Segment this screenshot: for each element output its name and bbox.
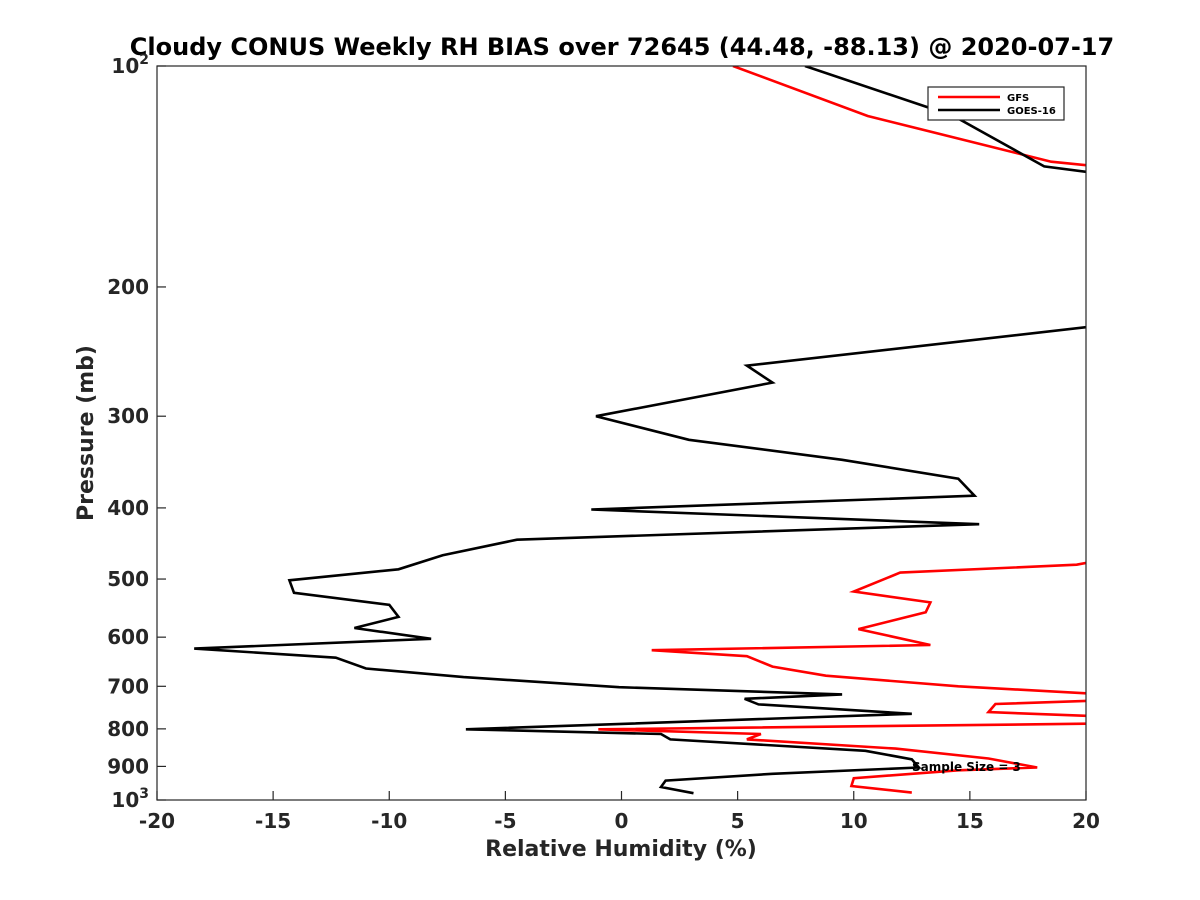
legend-label-goes16: GOES-16: [1007, 106, 1056, 117]
y-tick-label: 400: [107, 496, 149, 520]
x-tick-label: -20: [139, 809, 175, 833]
y-tick-label: 102: [111, 52, 149, 78]
x-axis-label: Relative Humidity (%): [485, 837, 757, 862]
x-tick-label: -15: [255, 809, 291, 833]
legend-label-gfs: GFS: [1007, 93, 1029, 104]
y-tick-label: 500: [107, 567, 149, 591]
chart-title: Cloudy CONUS Weekly RH BIAS over 72645 (…: [130, 33, 1114, 61]
series-line-goes-16: [194, 66, 1086, 795]
series-group: [194, 66, 1086, 795]
y-axis-label: Pressure (mb): [74, 345, 99, 521]
axes-box: [156, 65, 1087, 801]
y-tick-label: 200: [107, 275, 149, 299]
y-tick-label: 800: [107, 717, 149, 741]
y-tick-label: 300: [107, 404, 149, 428]
sample-size-annotation: Sample Size = 3: [912, 760, 1021, 774]
x-tick-label: 0: [615, 809, 629, 833]
x-tick-label: 10: [840, 809, 868, 833]
y-tick-label: 600: [107, 625, 149, 649]
series-line-gfs: [598, 66, 1086, 794]
x-tick-label: -5: [494, 809, 516, 833]
legend: GFS GOES-16: [927, 86, 1065, 121]
x-tick-label: 15: [956, 809, 984, 833]
legend-box: [927, 86, 1065, 121]
x-tick-label: 20: [1072, 809, 1100, 833]
plot-area: [156, 65, 1087, 801]
y-tick-label: 900: [107, 754, 149, 778]
x-tick-label: 5: [731, 809, 745, 833]
x-tick-label: -10: [371, 809, 407, 833]
x-axis: -20 -15 -10 -5 0 5 10 15 20: [139, 791, 1100, 833]
y-tick-label: 700: [107, 674, 149, 698]
